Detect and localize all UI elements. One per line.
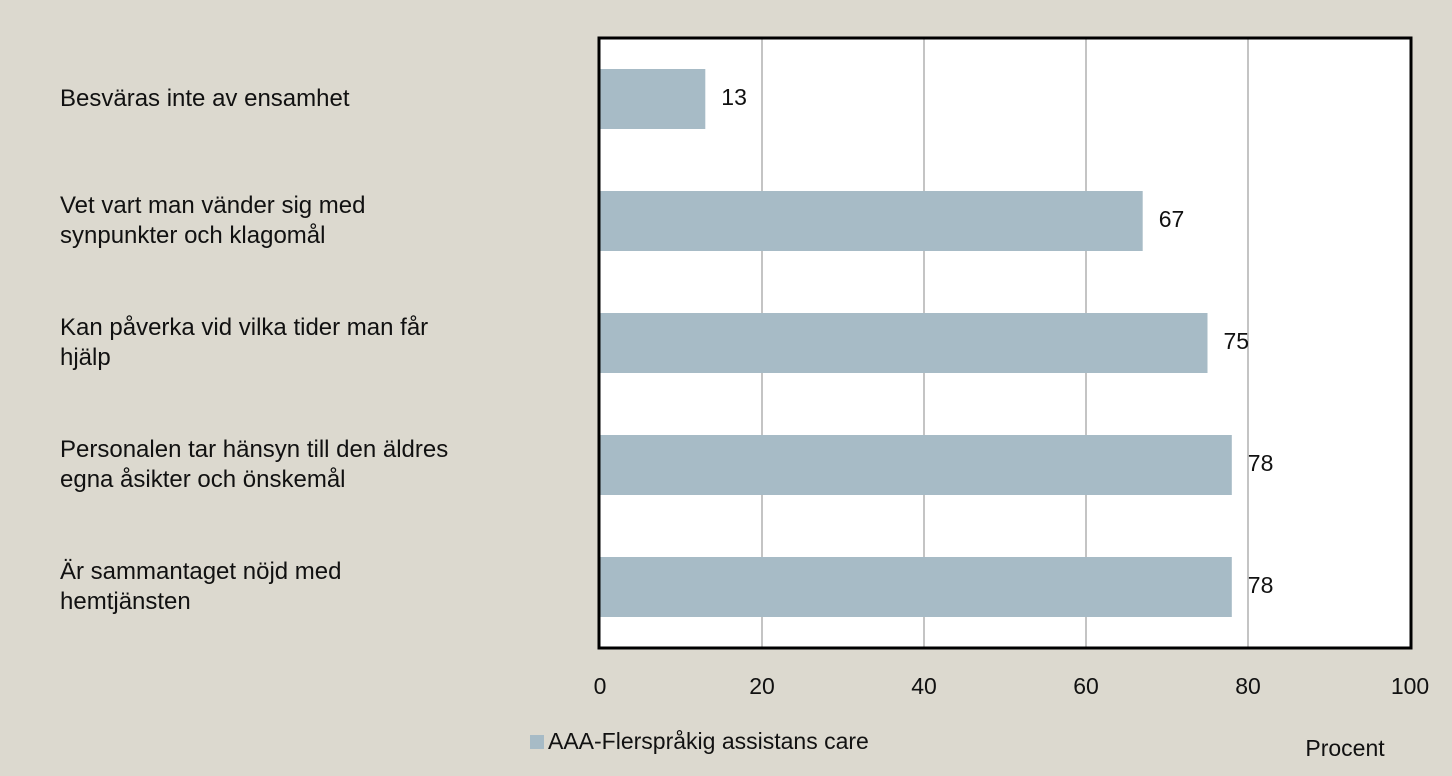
bar [600, 557, 1232, 617]
value-label: 67 [1159, 206, 1185, 232]
category-label: Vet vart man vänder sig med synpunkter o… [60, 192, 366, 249]
x-tick-label: 100 [1391, 673, 1429, 699]
bar [600, 313, 1208, 373]
x-tick-label: 60 [1073, 673, 1099, 699]
value-label: 75 [1224, 328, 1250, 354]
bar [600, 191, 1143, 251]
legend-swatch [530, 735, 544, 749]
value-label: 13 [721, 84, 747, 110]
bar [600, 435, 1232, 495]
x-tick-label: 0 [594, 673, 607, 699]
value-label: 78 [1248, 450, 1274, 476]
category-label: Personalen tar hänsyn till den äldres eg… [60, 436, 449, 493]
value-label: 78 [1248, 572, 1274, 598]
x-tick-label: 20 [749, 673, 775, 699]
category-label: Är sammantaget nöjd med hemtjänsten [60, 558, 342, 615]
x-axis-label: Procent [1305, 735, 1385, 761]
category-label: Besväras inte av ensamhet [60, 85, 350, 112]
bar [600, 69, 706, 129]
plot-border [597, 36, 1413, 650]
category-label: Kan påverka vid vilka tider man får hjäl… [60, 314, 429, 371]
x-tick-label: 40 [911, 673, 937, 699]
x-tick-label: 80 [1235, 673, 1261, 699]
legend-label: AAA-Flerspråkig assistans care [548, 728, 869, 754]
